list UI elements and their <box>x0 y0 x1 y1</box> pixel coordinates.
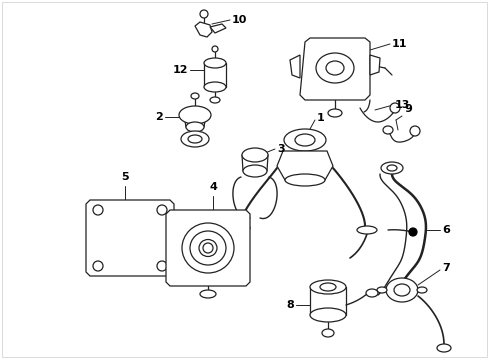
Text: 11: 11 <box>392 39 408 49</box>
Text: 13: 13 <box>395 100 411 110</box>
Text: 6: 6 <box>442 225 450 235</box>
Ellipse shape <box>394 284 410 296</box>
Ellipse shape <box>437 344 451 352</box>
Ellipse shape <box>322 329 334 337</box>
Ellipse shape <box>191 93 199 99</box>
Ellipse shape <box>210 97 220 103</box>
Circle shape <box>157 205 167 215</box>
Circle shape <box>157 261 167 271</box>
Circle shape <box>93 205 103 215</box>
Polygon shape <box>370 55 380 75</box>
Text: 2: 2 <box>155 112 163 122</box>
Ellipse shape <box>188 135 202 143</box>
Ellipse shape <box>386 278 418 302</box>
Text: 7: 7 <box>442 263 450 273</box>
Circle shape <box>409 228 417 236</box>
Ellipse shape <box>316 53 354 83</box>
Ellipse shape <box>284 129 326 151</box>
Circle shape <box>203 243 213 253</box>
Text: 1: 1 <box>317 113 325 123</box>
Ellipse shape <box>186 122 204 132</box>
Polygon shape <box>86 200 174 276</box>
Text: 8: 8 <box>286 300 294 310</box>
Polygon shape <box>290 55 300 78</box>
Ellipse shape <box>310 308 346 322</box>
Ellipse shape <box>182 223 234 273</box>
Text: 12: 12 <box>172 65 188 75</box>
Ellipse shape <box>320 283 336 291</box>
Ellipse shape <box>204 58 226 68</box>
Ellipse shape <box>242 148 268 162</box>
Ellipse shape <box>310 280 346 294</box>
Ellipse shape <box>326 61 344 75</box>
Ellipse shape <box>190 231 226 265</box>
Ellipse shape <box>230 224 250 232</box>
Ellipse shape <box>243 165 267 177</box>
Ellipse shape <box>204 82 226 92</box>
Circle shape <box>212 46 218 52</box>
Polygon shape <box>277 151 333 180</box>
Ellipse shape <box>181 131 209 147</box>
Ellipse shape <box>199 239 217 257</box>
Text: 3: 3 <box>277 144 285 154</box>
Polygon shape <box>166 210 250 286</box>
Ellipse shape <box>417 287 427 293</box>
Polygon shape <box>210 24 226 33</box>
Polygon shape <box>195 22 212 37</box>
Ellipse shape <box>200 290 216 298</box>
Text: 5: 5 <box>121 172 129 182</box>
Ellipse shape <box>383 126 393 134</box>
Ellipse shape <box>179 106 211 124</box>
Ellipse shape <box>366 289 378 297</box>
Circle shape <box>390 103 400 113</box>
Ellipse shape <box>295 134 315 146</box>
Ellipse shape <box>387 165 397 171</box>
Text: 10: 10 <box>232 15 247 25</box>
Text: 9: 9 <box>404 104 412 114</box>
Ellipse shape <box>357 226 377 234</box>
Ellipse shape <box>328 109 342 117</box>
Circle shape <box>93 261 103 271</box>
Circle shape <box>200 10 208 18</box>
Polygon shape <box>300 38 370 100</box>
Ellipse shape <box>377 287 387 293</box>
Ellipse shape <box>381 162 403 174</box>
Ellipse shape <box>285 174 325 186</box>
Circle shape <box>410 126 420 136</box>
Text: 4: 4 <box>209 182 217 192</box>
